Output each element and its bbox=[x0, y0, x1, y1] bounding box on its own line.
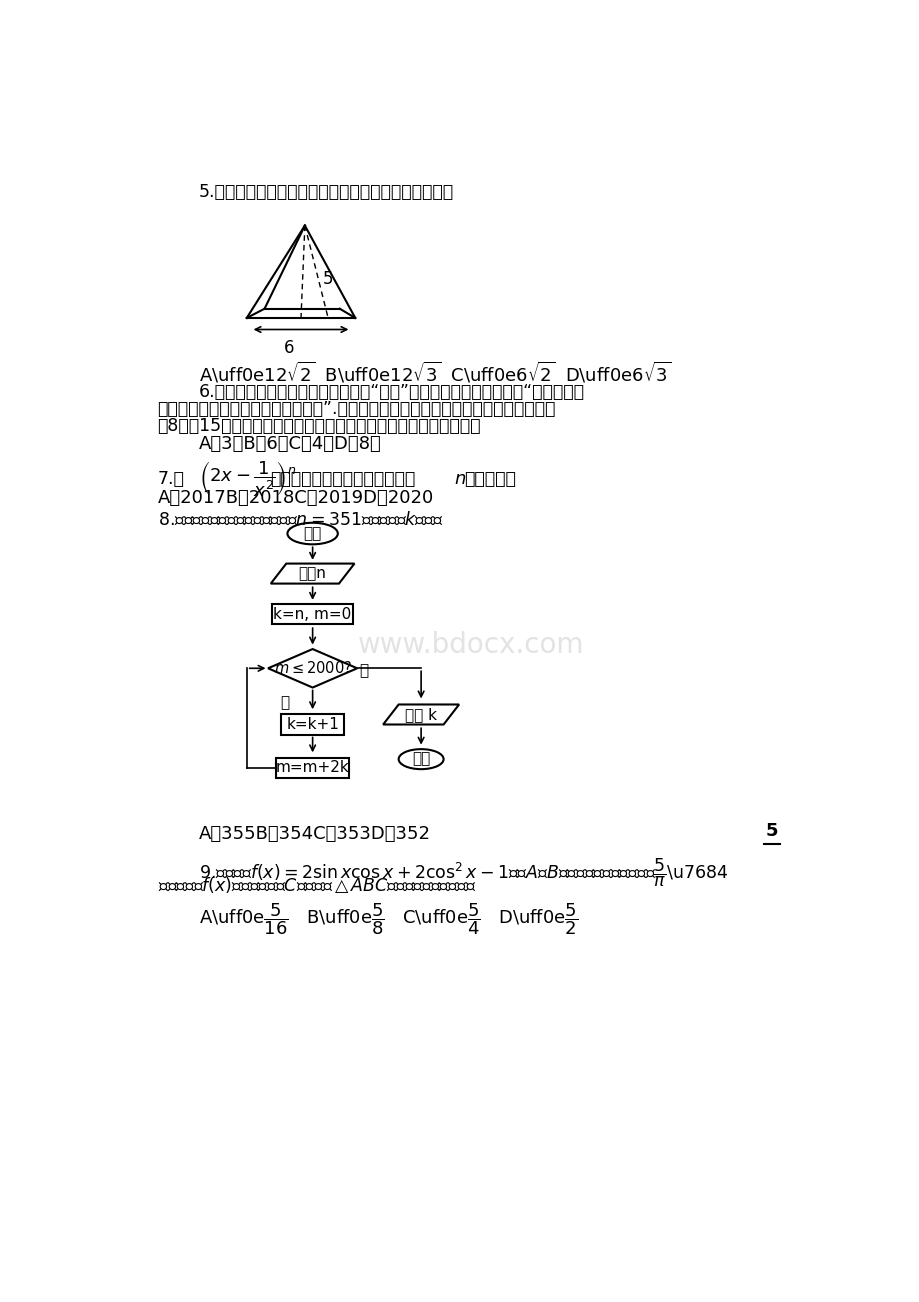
Text: A．3步B．6步C．4步D．8步: A．3步B．6步C．4步D．8步 bbox=[199, 435, 381, 453]
Ellipse shape bbox=[398, 749, 443, 769]
Text: 9.给出函数$f(x)=2\sin x\cos x+2\cos^2 x-1$，点$A$，$B$是其一条对称轴上距离为$\dfrac{5}{\pi}$\u7684: 9.给出函数$f(x)=2\sin x\cos x+2\cos^2 x-1$，点… bbox=[199, 857, 728, 889]
Text: $m\leq 2000?$: $m\leq 2000?$ bbox=[273, 660, 351, 676]
FancyBboxPatch shape bbox=[272, 604, 353, 625]
Text: k=n, m=0: k=n, m=0 bbox=[273, 607, 351, 622]
Text: 输入n: 输入n bbox=[299, 566, 326, 581]
Text: 8.执行如图的程序框图，当输入的$n=351$时，输出的$k$＝（）: 8.执行如图的程序框图，当输入的$n=351$时，输出的$k$＝（） bbox=[157, 510, 443, 529]
Polygon shape bbox=[382, 704, 459, 724]
Text: m=m+2k: m=m+2k bbox=[276, 760, 349, 775]
FancyBboxPatch shape bbox=[280, 715, 344, 734]
Text: 输出 k: 输出 k bbox=[404, 707, 437, 723]
Text: 5: 5 bbox=[766, 822, 777, 840]
Polygon shape bbox=[267, 648, 357, 687]
Polygon shape bbox=[270, 564, 354, 583]
Text: 两点，函数$f(x)$的图象关于点$C$对称，则$\triangle ABC$的面积的最小值为（）: 两点，函数$f(x)$的图象关于点$C$对称，则$\triangle ABC$的… bbox=[157, 875, 475, 896]
Text: $n$: $n$ bbox=[453, 470, 465, 488]
Text: ，股十五步，勾中容圆，问径几何？”.意思是一个直角三角形的两条直角边的长度分别: ，股十五步，勾中容圆，问径几何？”.意思是一个直角三角形的两条直角边的长度分别 bbox=[157, 400, 555, 418]
Text: 是: 是 bbox=[279, 695, 289, 710]
Text: 6.我国古代数学名著《九章算术》在“勾股”一章中有如下数学问题：“今有勾八步: 6.我国古代数学名著《九章算术》在“勾股”一章中有如下数学问题：“今有勾八步 bbox=[199, 383, 584, 401]
Text: 结束: 结束 bbox=[412, 751, 430, 767]
Text: www.bdocx.com: www.bdocx.com bbox=[357, 631, 584, 659]
Text: 6: 6 bbox=[284, 339, 294, 357]
Text: 否: 否 bbox=[358, 663, 368, 678]
Text: 可以是（）: 可以是（） bbox=[463, 470, 515, 488]
Text: A\uff0e$12\sqrt{2}$  B\uff0e$12\sqrt{3}$  C\uff0e$6\sqrt{2}$  D\uff0e$6\sqrt{3}$: A\uff0e$12\sqrt{2}$ B\uff0e$12\sqrt{3}$ … bbox=[199, 361, 671, 385]
Text: 是8步和15步，则其内切圆的直径是多少步？则此问题的答案是（）: 是8步和15步，则其内切圆的直径是多少步？则此问题的答案是（） bbox=[157, 417, 481, 435]
Ellipse shape bbox=[287, 523, 337, 544]
Text: A．2017B．2018C．2019D．2020: A．2017B．2018C．2019D．2020 bbox=[157, 488, 434, 506]
Text: 展开式中存在常数项，则正整数: 展开式中存在常数项，则正整数 bbox=[269, 470, 414, 488]
Text: 开始: 开始 bbox=[303, 526, 322, 542]
Text: 7.在: 7.在 bbox=[157, 470, 185, 488]
Text: 5.某正三棱锥正视图如图所示，则俧视图的面积为（）: 5.某正三棱锥正视图如图所示，则俧视图的面积为（） bbox=[199, 184, 453, 202]
FancyBboxPatch shape bbox=[276, 758, 349, 777]
Text: A．355B．354C．353D．352: A．355B．354C．353D．352 bbox=[199, 824, 430, 842]
Text: k=k+1: k=k+1 bbox=[286, 717, 339, 732]
Text: A\uff0e$\dfrac{5}{16}$   B\uff0e$\dfrac{5}{8}$   C\uff0e$\dfrac{5}{4}$   D\uff0e: A\uff0e$\dfrac{5}{16}$ B\uff0e$\dfrac{5}… bbox=[199, 901, 577, 937]
Text: 5: 5 bbox=[323, 271, 333, 288]
Text: $\left(2x-\dfrac{1}{x^{2}}\right)^{n}$: $\left(2x-\dfrac{1}{x^{2}}\right)^{n}$ bbox=[199, 458, 296, 497]
